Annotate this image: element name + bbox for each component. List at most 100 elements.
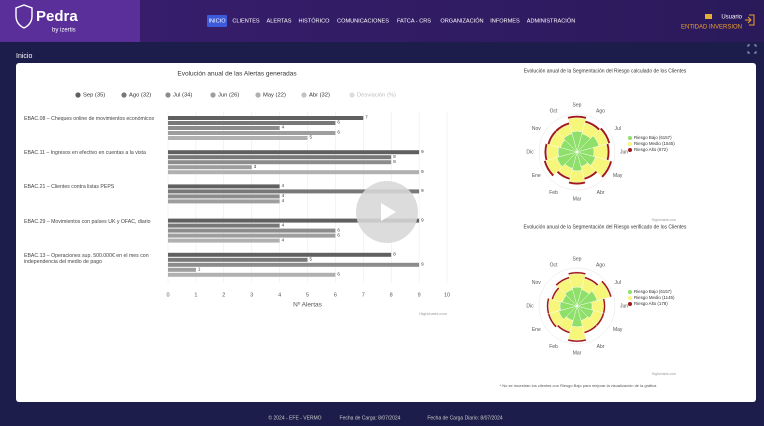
polar-category: Jun [620, 303, 628, 309]
legend-marker [628, 142, 632, 146]
bar [168, 223, 280, 228]
polar-category: Sep [573, 102, 582, 108]
x-tick-label: 8 [390, 292, 393, 298]
polar-category: Mar [573, 196, 582, 202]
data-label: 9 [421, 217, 424, 222]
x-tick-label: 6 [334, 292, 337, 298]
legend-label[interactable]: Riesgo Bajo (6157) [634, 289, 672, 294]
footer-date: Fecha de Carga: 8/07/2024 [340, 415, 401, 421]
nav-item[interactable]: FATCA - CRS [397, 18, 431, 24]
polar-segment [600, 160, 613, 179]
logo-icon [15, 4, 33, 29]
data-label: 3 [254, 164, 257, 169]
bar [168, 272, 336, 277]
x-tick-label: 1 [194, 292, 197, 298]
bar [168, 257, 308, 262]
polar-segment [555, 276, 570, 287]
credits: Highcharts.com [652, 372, 676, 376]
legend-label[interactable]: Jul (34) [173, 93, 192, 99]
data-label: 5 [310, 256, 313, 261]
category-label: EBAC.08 – Cheques online de movimientos … [24, 116, 155, 122]
legend-label[interactable]: Jun (26) [218, 93, 239, 99]
legend-marker [255, 92, 261, 98]
polar-category: Abr [597, 344, 605, 350]
data-label: 6 [337, 232, 340, 237]
legend-label[interactable]: Riesgo Alto (672) [634, 147, 668, 152]
logout-icon[interactable] [745, 14, 755, 26]
polar-grid [538, 267, 616, 345]
polar-category: Ago [596, 263, 605, 269]
polar-segment [554, 122, 570, 133]
credits: Highcharts.com [419, 311, 447, 316]
footer-copy: © 2024 - EFE - VERMO [268, 414, 321, 421]
data-label: 4 [282, 183, 285, 188]
x-axis-label: Nº Alertas [293, 302, 322, 309]
x-tick-label: 4 [278, 292, 281, 298]
breadcrumb: Inicio [16, 53, 32, 60]
nav-item[interactable]: ADMINISTRACIÓN [527, 17, 575, 24]
legend-marker [75, 92, 81, 98]
polar-segment [567, 271, 587, 276]
category-label-box: EBAC.29 – Movimientos con países UK y OF… [24, 218, 151, 225]
data-label: 4 [282, 125, 285, 130]
polar-segment [567, 115, 587, 120]
legend-marker [121, 92, 127, 98]
category-label: EBAC.29 – Movimientos con países UK y OF… [24, 218, 151, 225]
nav-item[interactable]: ALERTAS [267, 18, 292, 24]
data-label: 8 [393, 154, 396, 159]
data-label: 5 [310, 135, 313, 140]
bar [168, 218, 420, 223]
polar-category: Ago [596, 109, 605, 115]
nav-item[interactable]: CLIENTES [232, 18, 260, 24]
bar [168, 252, 392, 257]
data-label: 4 [282, 198, 285, 203]
polar-segment [567, 338, 587, 343]
data-label: 9 [421, 188, 424, 193]
legend-label[interactable]: Riesgo Alto (178) [634, 301, 668, 306]
x-tick-label: 10 [444, 292, 450, 298]
flag [705, 14, 712, 19]
bar [168, 121, 336, 125]
data-label: 4 [282, 237, 285, 242]
category-label-box: EBAC.08 – Cheques online de movimientos … [24, 116, 155, 122]
legend-marker [628, 296, 632, 300]
legend-label[interactable]: Riesgo Medio (1545) [634, 141, 675, 146]
polar-segment [568, 181, 586, 185]
polar-grid [538, 113, 616, 191]
polar-category: Feb [549, 190, 558, 196]
chart-title: Evolución anual de las Alertas generadas [177, 71, 297, 78]
polar-segment [544, 143, 548, 161]
polar-category: May [613, 327, 623, 333]
legend-label[interactable]: Sep (35) [83, 93, 105, 99]
user[interactable]: Usuario [721, 15, 742, 21]
nav-item[interactable]: COMUNICACIONES [337, 18, 389, 24]
nav-item[interactable]: INFORMES [490, 18, 520, 24]
polar-category: Ene [532, 327, 541, 333]
legend-label[interactable]: Desviación (%) [357, 93, 396, 99]
legend-label[interactable]: Abr (32) [309, 93, 330, 99]
credits: Highcharts.com [652, 218, 676, 222]
bar [168, 150, 420, 155]
logo-by: by izertis [52, 28, 76, 34]
bar [168, 184, 280, 189]
nav-item[interactable]: HISTÓRICO [298, 17, 330, 24]
legend-label[interactable]: Ago (32) [129, 93, 151, 99]
expand-icon[interactable] [747, 44, 757, 54]
data-label: 6 [337, 120, 340, 125]
data-label: 6 [337, 227, 340, 232]
nav-item[interactable]: INICIO [208, 18, 226, 24]
logo: Pedra [36, 8, 78, 25]
legend-label[interactable]: Riesgo Bajo (6157) [634, 135, 672, 140]
nav-item[interactable]: ORGANIZACIÓN [440, 17, 483, 24]
data-label: 8 [393, 251, 396, 256]
legend-marker [628, 302, 632, 306]
data-label: 6 [337, 271, 340, 276]
legend-label[interactable]: Riesgo Medio (1145) [634, 295, 675, 300]
footnote: * No se muestran los clientes con Riesgo… [500, 383, 658, 388]
chart-title: Evolución anual de la Segmentación del R… [524, 224, 687, 230]
bar [168, 155, 392, 160]
legend-label[interactable]: May (22) [263, 93, 286, 99]
polar-category: Ene [532, 173, 541, 179]
polar-category: Sep [573, 256, 582, 262]
